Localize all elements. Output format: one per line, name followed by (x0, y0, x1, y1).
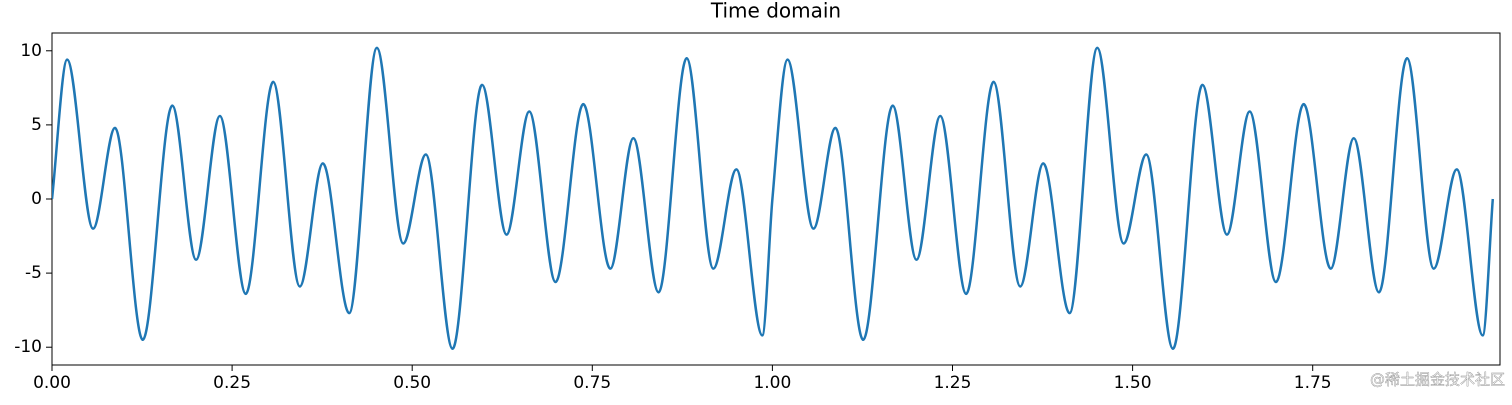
y-tick-label: 10 (20, 41, 42, 61)
x-tick-label: 0.50 (393, 373, 431, 393)
chart-title: Time domain (710, 0, 841, 23)
x-tick-label: 0.25 (213, 373, 251, 393)
x-tick-label: 1.50 (1114, 373, 1152, 393)
axes-frame (51, 32, 1501, 366)
x-tick-label: 1.25 (934, 373, 972, 393)
y-tick-label: -10 (14, 337, 42, 357)
y-tick-label: -5 (25, 263, 42, 283)
x-tick-label: 0.75 (573, 373, 611, 393)
x-tick-label: 1.75 (1294, 373, 1332, 393)
x-tick-label: 1.00 (753, 373, 791, 393)
watermark: @稀土掘金技术社区 (1370, 371, 1505, 389)
y-tick-label: 5 (31, 115, 42, 135)
line-series (52, 46, 1495, 350)
x-tick-label: 0.00 (33, 373, 71, 393)
y-tick-label: 0 (31, 189, 42, 209)
